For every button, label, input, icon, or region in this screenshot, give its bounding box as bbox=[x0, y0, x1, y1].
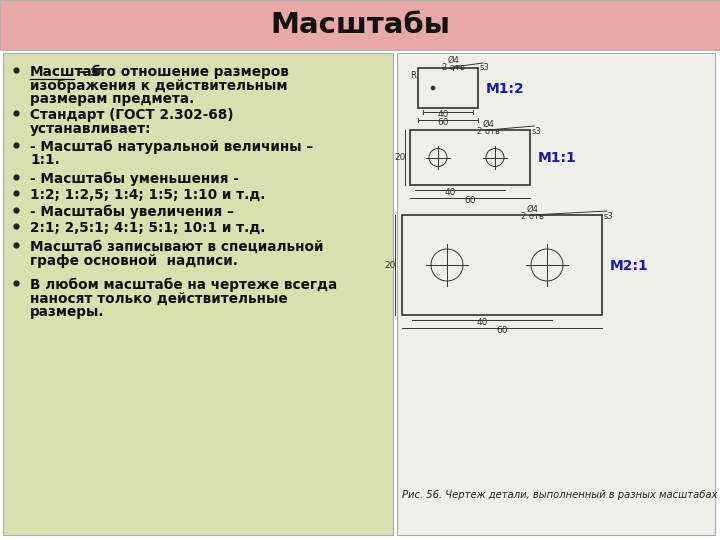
Text: Масштаб записывают в специальной: Масштаб записывают в специальной bbox=[30, 240, 323, 254]
Text: 60: 60 bbox=[437, 118, 449, 127]
Text: устанавливает:: устанавливает: bbox=[30, 122, 151, 136]
Text: Рис. 56. Чертеж детали, выполненный в разных масштабах: Рис. 56. Чертеж детали, выполненный в ра… bbox=[402, 490, 717, 500]
Circle shape bbox=[431, 86, 435, 90]
Text: 2 отв: 2 отв bbox=[477, 127, 500, 136]
Text: изображения к действительным: изображения к действительным bbox=[30, 78, 287, 93]
Text: 1:1.: 1:1. bbox=[30, 153, 60, 167]
Text: – это отношение размеров: – это отношение размеров bbox=[74, 65, 289, 79]
Text: 2 отв: 2 отв bbox=[441, 63, 464, 72]
Bar bbox=[418, 68, 478, 108]
Text: Ø4: Ø4 bbox=[526, 205, 538, 214]
Text: - Масштаб натуральной величины –: - Масштаб натуральной величины – bbox=[30, 140, 313, 154]
Text: В любом масштабе на чертеже всегда: В любом масштабе на чертеже всегда bbox=[30, 278, 337, 292]
Text: R: R bbox=[410, 71, 416, 80]
Bar bbox=[3, 53, 393, 535]
Text: s3: s3 bbox=[604, 212, 613, 221]
Text: графе основной  надписи.: графе основной надписи. bbox=[30, 253, 238, 267]
Text: 2:1; 2,5:1; 4:1; 5:1; 10:1 и т.д.: 2:1; 2,5:1; 4:1; 5:1; 10:1 и т.д. bbox=[30, 221, 266, 235]
Text: 20: 20 bbox=[384, 261, 395, 270]
Text: 60: 60 bbox=[464, 196, 476, 205]
Text: наносят только действительные: наносят только действительные bbox=[30, 292, 287, 306]
Text: M1:1: M1:1 bbox=[538, 152, 577, 165]
Text: размерам предмета.: размерам предмета. bbox=[30, 92, 194, 106]
Text: 1:2; 1:2,5; 1:4; 1:5; 1:10 и т.д.: 1:2; 1:2,5; 1:4; 1:5; 1:10 и т.д. bbox=[30, 188, 266, 202]
Text: Масштабы: Масштабы bbox=[270, 11, 450, 39]
Text: Масштаб: Масштаб bbox=[30, 65, 102, 79]
Text: Стандарт (ГОСТ 2.302-68): Стандарт (ГОСТ 2.302-68) bbox=[30, 108, 233, 122]
Text: Ø4: Ø4 bbox=[447, 56, 459, 65]
Text: 60: 60 bbox=[496, 326, 508, 335]
Bar bbox=[397, 53, 715, 535]
Text: 20: 20 bbox=[394, 153, 405, 163]
Text: 40: 40 bbox=[437, 110, 449, 119]
Bar bbox=[410, 130, 530, 185]
Text: M2:1: M2:1 bbox=[610, 259, 649, 273]
Text: - Масштабы уменьшения -: - Масштабы уменьшения - bbox=[30, 172, 239, 186]
Bar bbox=[0, 0, 720, 50]
Text: 40: 40 bbox=[477, 318, 487, 327]
Text: - Масштабы увеличения –: - Масштабы увеличения – bbox=[30, 205, 234, 219]
Text: Ø4: Ø4 bbox=[482, 120, 494, 129]
Text: 2 отв: 2 отв bbox=[521, 212, 544, 221]
Text: M1:2: M1:2 bbox=[486, 82, 525, 96]
Text: s3: s3 bbox=[532, 127, 541, 136]
Text: s3: s3 bbox=[480, 63, 490, 72]
Text: 40: 40 bbox=[444, 188, 456, 197]
Text: размеры.: размеры. bbox=[30, 305, 104, 319]
Bar bbox=[402, 215, 602, 315]
